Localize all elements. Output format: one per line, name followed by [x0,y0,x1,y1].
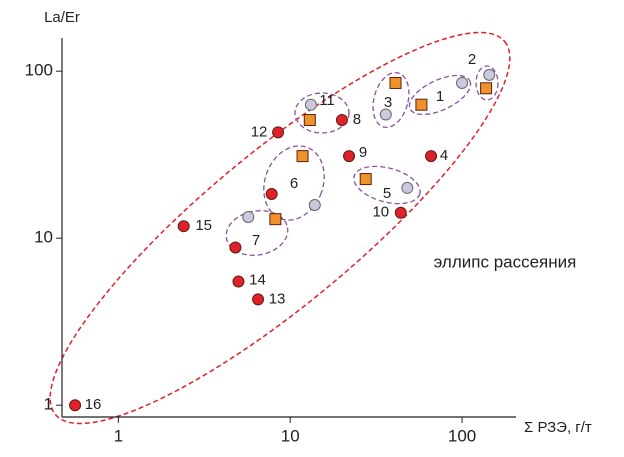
point [232,275,245,288]
group-outline [372,71,410,129]
point [379,108,392,121]
group-outline [353,165,421,205]
point [456,76,469,89]
group-label: 7 [252,232,260,249]
x-tick-label: 10 [281,426,300,445]
point [265,187,278,200]
point [252,293,265,306]
point [483,68,496,81]
point [303,114,316,127]
point [296,150,309,163]
x-tick-label: 100 [448,426,476,445]
point [229,241,242,254]
annotation: эллипс рассеяния [434,252,577,271]
point-label: 16 [85,396,102,413]
point-label: 9 [359,144,367,161]
group-label: 3 [384,94,392,111]
scatter-ellipse [49,31,511,425]
point [415,98,428,111]
group-label: 5 [383,185,391,202]
group-label: 2 [468,51,476,68]
point [335,114,348,127]
point-label: 12 [251,123,268,140]
group-outline [475,65,499,101]
point-label: 4 [440,147,448,164]
point [480,82,493,95]
point-label: 8 [353,111,361,128]
point-label: 10 [372,204,389,221]
group-outline [225,210,289,256]
point-label: 14 [249,272,266,289]
point [425,150,438,163]
y-tick-label: 1 [44,395,53,414]
x-tick-label: 1 [114,426,123,445]
point [69,399,82,412]
y-tick-label: 100 [25,61,53,80]
point [269,213,282,226]
point [272,126,285,139]
y-tick-label: 10 [34,228,53,247]
point [401,181,414,194]
group-label: 11 [319,92,335,109]
point [389,76,402,89]
group-label: 1 [436,88,444,105]
group-label: 6 [290,175,298,192]
point-label: 13 [269,290,286,307]
group-outline [408,74,472,116]
point [308,199,321,212]
point [343,150,356,163]
point [394,206,407,219]
point-label: 15 [195,217,212,234]
x-axis-label: Σ РЗЭ, г/т [524,419,592,436]
point [304,98,317,111]
point [359,173,372,186]
point [177,220,190,233]
group-outline [294,92,350,134]
y-axis-label: La/Er [44,9,80,26]
point [242,210,255,223]
